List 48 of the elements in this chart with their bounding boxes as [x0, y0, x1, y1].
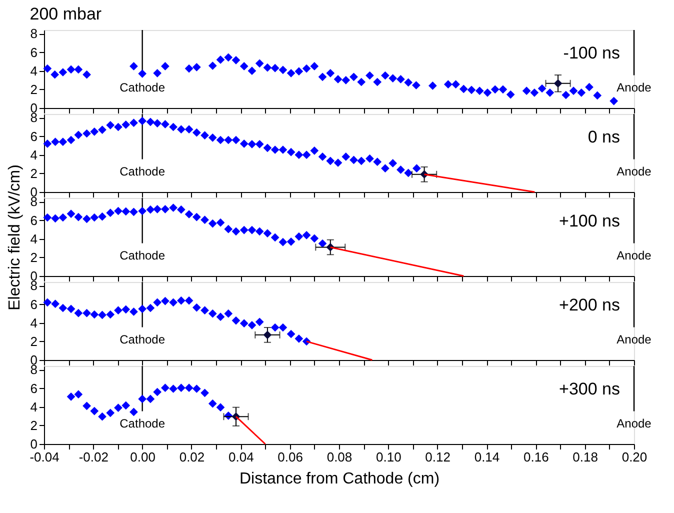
ref-line-label: Anode	[616, 248, 652, 263]
x-tick-label: -0.04	[30, 450, 60, 464]
annotation: -100 ns	[563, 43, 620, 62]
x-tick-label: 0.12	[425, 450, 450, 464]
ref-line-label: Cathode	[120, 332, 166, 347]
y-tick-label: 4	[30, 315, 38, 330]
x-tick-label: 0.20	[622, 450, 648, 464]
y-tick-label: 6	[30, 44, 38, 60]
x-tick-label: -0.02	[78, 450, 108, 464]
y-tick-label: 2	[30, 418, 38, 433]
annotation: +200 ns	[559, 295, 620, 314]
y-axis-title: Electric field (kV/cm)	[6, 164, 24, 310]
x-tick-label: 0.14	[474, 450, 500, 464]
x-tick-label: 0.16	[524, 450, 549, 464]
y-tick-label: 2	[30, 82, 38, 97]
y-tick-label: 4	[30, 63, 38, 78]
y-tick-label: 2	[30, 250, 38, 265]
y-tick-label: 2	[30, 334, 38, 349]
y-tick-label: 6	[30, 212, 38, 228]
annotation: +100 ns	[559, 211, 620, 230]
x-axis-title: Distance from Cathode (cm)	[239, 470, 440, 488]
ref-line-label: Cathode	[120, 248, 166, 263]
y-tick-label: 6	[30, 128, 38, 144]
x-tick-label: 0.08	[326, 450, 352, 464]
y-tick-label: 6	[30, 380, 38, 396]
ref-line-label: Cathode	[120, 164, 166, 179]
y-tick-label: 8	[30, 26, 38, 42]
x-tick-label: 0.00	[130, 450, 156, 464]
x-tick-label: 0.18	[572, 450, 598, 464]
y-tick-label: 4	[30, 231, 38, 246]
y-tick-label: 4	[30, 399, 38, 414]
x-tick-label: 0.10	[376, 450, 402, 464]
ref-line-label: Cathode	[120, 416, 166, 431]
y-tick-label: 0	[30, 436, 38, 452]
y-tick-label: 4	[30, 147, 38, 162]
y-tick-label: 6	[30, 296, 38, 312]
ref-line-label: Anode	[616, 332, 652, 347]
x-tick-label: 0.02	[179, 450, 205, 464]
y-tick-label: 2	[30, 166, 38, 181]
ref-line-label: Anode	[616, 164, 652, 179]
ref-line-label: Anode	[616, 416, 652, 431]
x-tick-label: 0.06	[278, 450, 303, 464]
ref-line-label: Cathode	[120, 80, 166, 95]
chart-title: 200 mbar	[30, 4, 102, 24]
x-tick-label: 0.04	[228, 450, 254, 464]
annotation: +300 ns	[559, 379, 620, 398]
ref-line-label: Anode	[616, 80, 652, 95]
annotation: 0 ns	[588, 127, 620, 146]
